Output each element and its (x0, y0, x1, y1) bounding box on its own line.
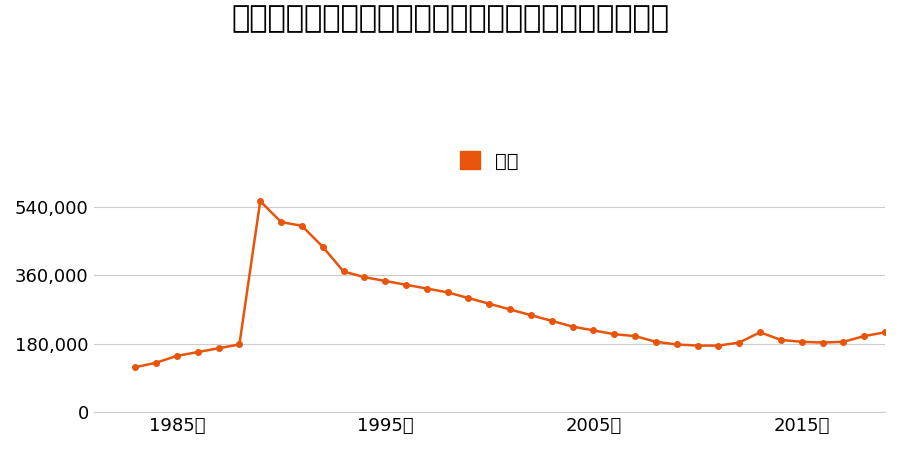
Text: 東京都昭島市上川原町字八ケ下１１７番３の地価推移: 東京都昭島市上川原町字八ケ下１１７番３の地価推移 (231, 4, 669, 33)
価格 (255, 198, 266, 204)
Legend: 価格: 価格 (453, 144, 526, 179)
価格 (859, 333, 869, 339)
価格 (380, 278, 391, 284)
Line: 価格: 価格 (132, 198, 887, 370)
価格 (318, 244, 328, 249)
価格 (526, 312, 536, 318)
価格 (567, 324, 578, 329)
価格 (546, 318, 557, 324)
価格 (150, 360, 161, 365)
価格 (879, 329, 890, 335)
価格 (630, 333, 641, 339)
価格 (838, 339, 849, 345)
価格 (359, 274, 370, 280)
価格 (588, 328, 598, 333)
価格 (734, 340, 744, 345)
価格 (193, 349, 203, 355)
価格 (484, 301, 495, 306)
価格 (651, 339, 661, 345)
価格 (796, 339, 807, 345)
価格 (296, 223, 307, 229)
価格 (234, 342, 245, 347)
価格 (464, 295, 474, 301)
価格 (671, 342, 682, 347)
価格 (275, 219, 286, 225)
価格 (505, 307, 516, 312)
価格 (213, 346, 224, 351)
価格 (713, 343, 724, 348)
価格 (421, 286, 432, 291)
価格 (754, 329, 765, 335)
価格 (442, 290, 453, 295)
価格 (817, 340, 828, 345)
価格 (776, 337, 787, 342)
価格 (338, 269, 349, 274)
価格 (400, 282, 411, 288)
価格 (172, 353, 183, 359)
価格 (130, 364, 140, 370)
価格 (692, 343, 703, 348)
価格 (609, 332, 620, 337)
